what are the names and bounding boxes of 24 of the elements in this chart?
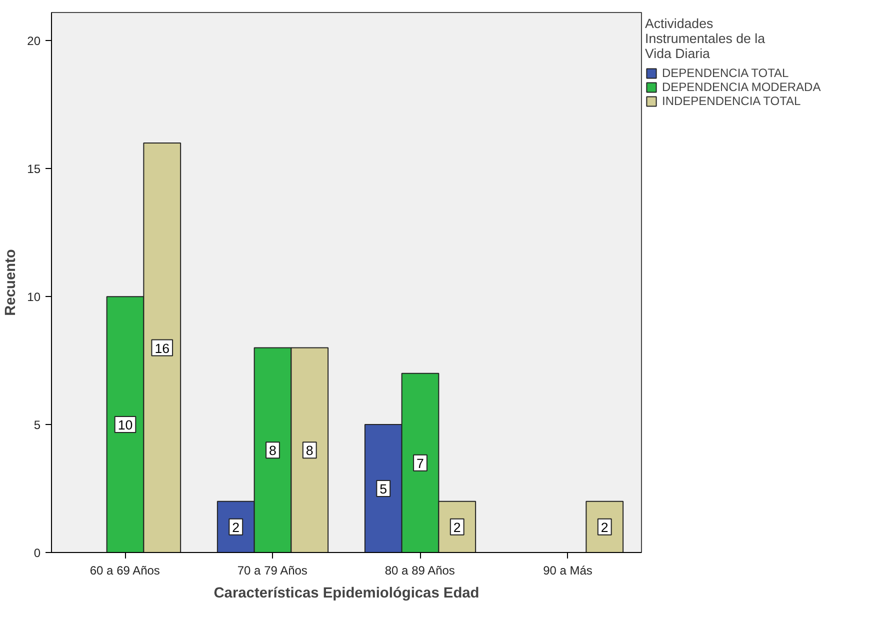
x-tick-label: 60 a 69 Años	[90, 564, 160, 578]
data-label: 2	[453, 520, 461, 535]
x-tick-label: 90 a Más	[543, 564, 592, 578]
y-axis-title: Recuento	[3, 249, 20, 316]
y-tick-label: 10	[27, 290, 41, 304]
data-label: 2	[232, 520, 240, 535]
y-tick-label: 20	[27, 34, 41, 48]
data-label: 10	[118, 418, 133, 433]
data-label: 2	[600, 520, 608, 535]
data-label: 7	[416, 456, 424, 471]
legend-label: DEPENDENCIA MODERADA	[662, 80, 821, 94]
legend-label: DEPENDENCIA TOTAL	[662, 66, 789, 80]
data-label: 16	[154, 340, 170, 356]
y-tick-label: 15	[27, 162, 41, 176]
x-tick-label: 80 a 89 Años	[384, 564, 455, 578]
data-label: 8	[306, 443, 314, 458]
y-tick-label: 5	[34, 418, 41, 432]
x-axis-title: Características Epidemiológicas Edad	[214, 586, 480, 602]
legend-label: INDEPENDENCIA TOTAL	[662, 94, 801, 108]
data-label: 8	[269, 443, 276, 458]
x-tick-label: 70 a 79 Años	[237, 564, 308, 578]
y-tick-label: 0	[34, 546, 41, 560]
legend-title: Actividades Instrumentales de la Vida Diaria	[645, 16, 766, 61]
data-label: 5	[380, 482, 388, 497]
